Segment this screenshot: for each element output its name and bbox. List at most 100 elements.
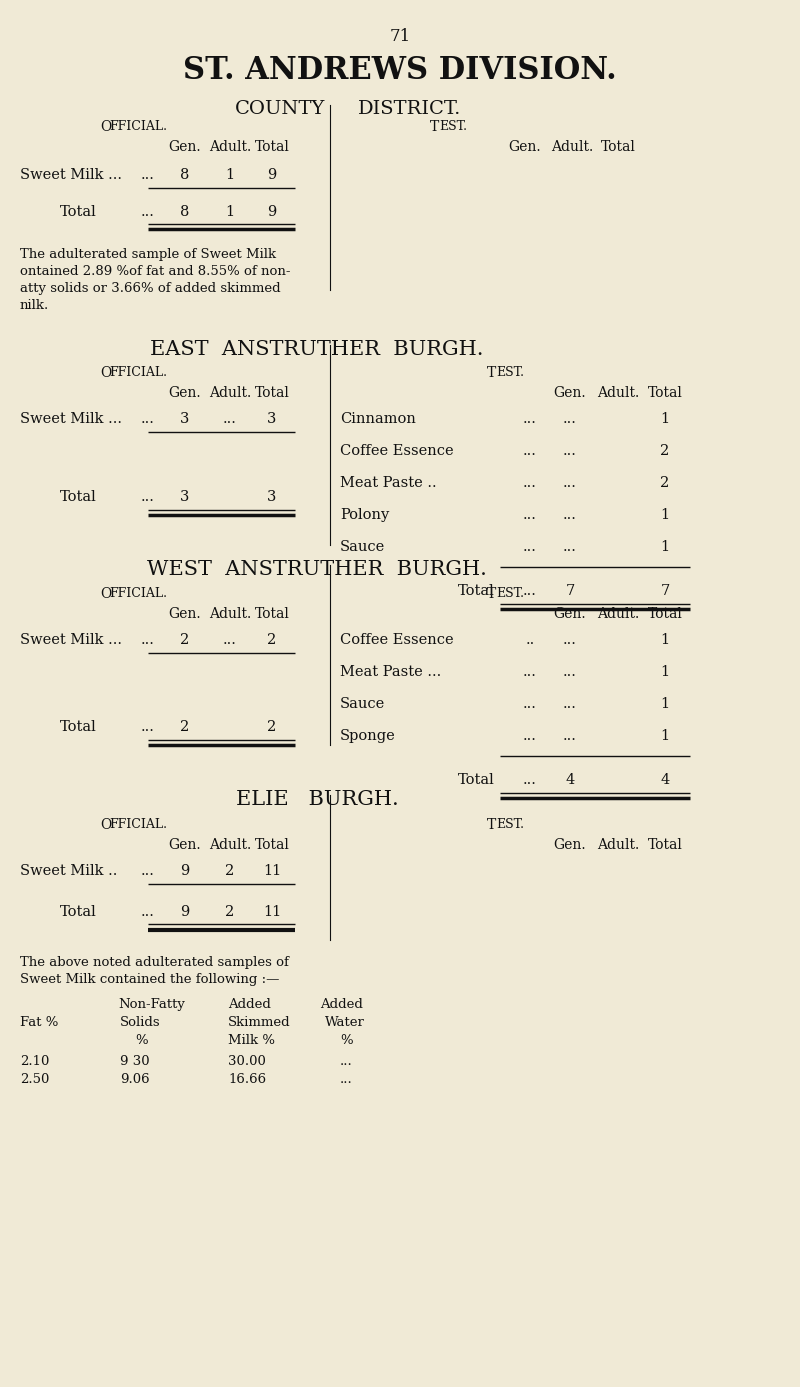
Text: 9: 9: [267, 168, 277, 182]
Text: FFICIAL.: FFICIAL.: [109, 818, 167, 831]
Text: Gen.: Gen.: [169, 608, 202, 621]
Text: 2: 2: [660, 476, 670, 490]
Text: ...: ...: [563, 698, 577, 712]
Text: ...: ...: [563, 664, 577, 680]
Text: T: T: [487, 366, 496, 380]
Text: Sponge: Sponge: [340, 730, 396, 743]
Text: Skimmed: Skimmed: [228, 1017, 290, 1029]
Text: Meat Paste ...: Meat Paste ...: [340, 664, 442, 680]
Text: Total: Total: [601, 140, 635, 154]
Text: Total: Total: [254, 386, 290, 399]
Text: ...: ...: [563, 476, 577, 490]
Text: T: T: [487, 818, 496, 832]
Text: ...: ...: [523, 508, 537, 522]
Text: Polony: Polony: [340, 508, 390, 522]
Text: EST.: EST.: [496, 818, 524, 831]
Text: EAST  ANSTRUTHER  BURGH.: EAST ANSTRUTHER BURGH.: [150, 340, 484, 359]
Text: 1: 1: [226, 205, 234, 219]
Text: Total: Total: [60, 904, 97, 920]
Text: 1: 1: [661, 540, 670, 553]
Text: 9: 9: [180, 864, 190, 878]
Text: 2: 2: [226, 864, 234, 878]
Text: ...: ...: [523, 698, 537, 712]
Text: ontained 2.89 %of fat and 8.55% of non-: ontained 2.89 %of fat and 8.55% of non-: [20, 265, 290, 277]
Text: %: %: [135, 1033, 148, 1047]
Text: Sweet Milk ..: Sweet Milk ..: [20, 864, 118, 878]
Text: ...: ...: [523, 412, 537, 426]
Text: FFICIAL.: FFICIAL.: [109, 587, 167, 601]
Text: Adult.: Adult.: [597, 386, 639, 399]
Text: 2.50: 2.50: [20, 1074, 50, 1086]
Text: ...: ...: [563, 540, 577, 553]
Text: 9: 9: [267, 205, 277, 219]
Text: 16.66: 16.66: [228, 1074, 266, 1086]
Text: 2.10: 2.10: [20, 1056, 50, 1068]
Text: 11: 11: [263, 904, 281, 920]
Text: Coffee Essence: Coffee Essence: [340, 444, 454, 458]
Text: Sweet Milk ...: Sweet Milk ...: [20, 412, 122, 426]
Text: 1: 1: [661, 412, 670, 426]
Text: Total: Total: [60, 720, 97, 734]
Text: Sweet Milk ...: Sweet Milk ...: [20, 632, 122, 646]
Text: 2: 2: [660, 444, 670, 458]
Text: ...: ...: [523, 540, 537, 553]
Text: ...: ...: [340, 1056, 353, 1068]
Text: The above noted adulterated samples of: The above noted adulterated samples of: [20, 956, 289, 970]
Text: 1: 1: [661, 698, 670, 712]
Text: T: T: [430, 121, 439, 135]
Text: DISTRICT.: DISTRICT.: [358, 100, 462, 118]
Text: Added: Added: [320, 999, 363, 1011]
Text: ...: ...: [563, 508, 577, 522]
Text: 8: 8: [180, 168, 190, 182]
Text: Non-Fatty: Non-Fatty: [118, 999, 185, 1011]
Text: ..: ..: [526, 632, 534, 646]
Text: ...: ...: [141, 205, 155, 219]
Text: WEST  ANSTRUTHER  BURGH.: WEST ANSTRUTHER BURGH.: [147, 560, 487, 578]
Text: Gen.: Gen.: [554, 838, 586, 852]
Text: ...: ...: [523, 664, 537, 680]
Text: 7: 7: [660, 584, 670, 598]
Text: Total: Total: [458, 584, 494, 598]
Text: 2: 2: [267, 632, 277, 646]
Text: Total: Total: [458, 773, 494, 786]
Text: Sweet Milk ...: Sweet Milk ...: [20, 168, 122, 182]
Text: 1: 1: [661, 508, 670, 522]
Text: O: O: [100, 366, 111, 380]
Text: ...: ...: [523, 444, 537, 458]
Text: Adult.: Adult.: [209, 140, 251, 154]
Text: Adult.: Adult.: [209, 608, 251, 621]
Text: ...: ...: [523, 476, 537, 490]
Text: ...: ...: [141, 168, 155, 182]
Text: O: O: [100, 818, 111, 832]
Text: Gen.: Gen.: [509, 140, 542, 154]
Text: Adult.: Adult.: [551, 140, 593, 154]
Text: Total: Total: [254, 608, 290, 621]
Text: ...: ...: [141, 720, 155, 734]
Text: Gen.: Gen.: [169, 386, 202, 399]
Text: Gen.: Gen.: [169, 838, 202, 852]
Text: ...: ...: [523, 773, 537, 786]
Text: FFICIAL.: FFICIAL.: [109, 366, 167, 379]
Text: 4: 4: [566, 773, 574, 786]
Text: Adult.: Adult.: [209, 838, 251, 852]
Text: 30.00: 30.00: [228, 1056, 266, 1068]
Text: COUNTY: COUNTY: [235, 100, 325, 118]
Text: Total: Total: [60, 205, 97, 219]
Text: Fat %: Fat %: [20, 1017, 58, 1029]
Text: ...: ...: [141, 632, 155, 646]
Text: EST.: EST.: [439, 121, 467, 133]
Text: Gen.: Gen.: [169, 140, 202, 154]
Text: O: O: [100, 121, 111, 135]
Text: ...: ...: [563, 730, 577, 743]
Text: Sweet Milk contained the following :—: Sweet Milk contained the following :—: [20, 974, 279, 986]
Text: ...: ...: [141, 864, 155, 878]
Text: The adulterated sample of Sweet Milk: The adulterated sample of Sweet Milk: [20, 248, 276, 261]
Text: Water: Water: [325, 1017, 365, 1029]
Text: Total: Total: [647, 608, 682, 621]
Text: Total: Total: [647, 386, 682, 399]
Text: ...: ...: [141, 904, 155, 920]
Text: ...: ...: [563, 444, 577, 458]
Text: 3: 3: [267, 490, 277, 503]
Text: 9.06: 9.06: [120, 1074, 150, 1086]
Text: 2: 2: [180, 720, 190, 734]
